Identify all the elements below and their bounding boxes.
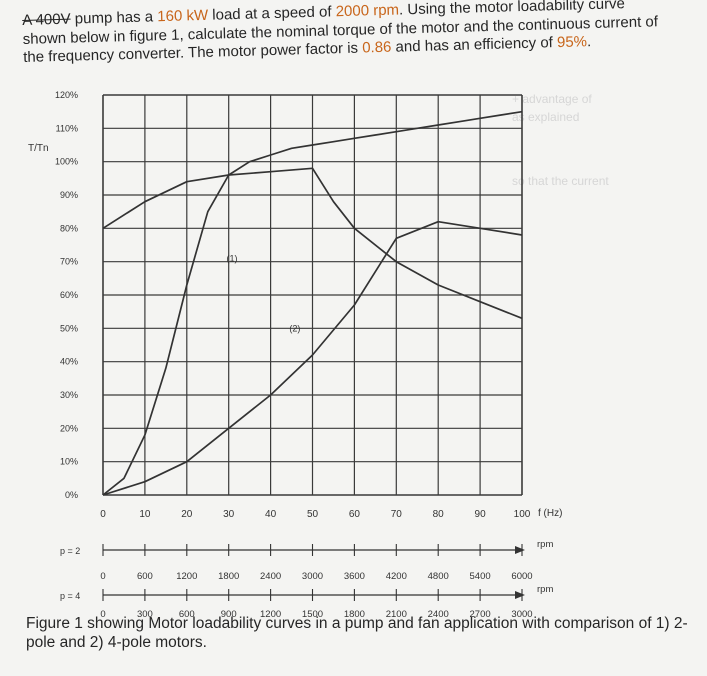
x-tick-label: 30 [223, 509, 235, 520]
x-tick-label: 50 [307, 509, 319, 520]
rpm-axis-arrow [515, 591, 525, 599]
chart-grid [102, 94, 523, 496]
x-tick-label: 70 [391, 509, 403, 520]
y-tick-label: 50% [60, 323, 78, 333]
curve-loadability [102, 167, 523, 320]
rpm-tick-label: 2400 [260, 571, 281, 582]
rpm-tick-label: 600 [179, 609, 195, 620]
rpm-tick-label: 300 [137, 609, 153, 620]
y-axis-label: T/Tn [28, 143, 49, 154]
chart-curves: (1) (2) [102, 110, 523, 496]
x-tick-label: 10 [139, 509, 151, 520]
rpm-axis-2-pole: p = 2 0 600 1200 1800 2400 3000 3600 4200 4800 540… [60, 539, 553, 582]
curve-series-1 [102, 110, 523, 496]
y-tick-label: 20% [60, 423, 78, 433]
y-tick-label: 70% [60, 257, 78, 267]
y-tick-label: 100% [55, 157, 78, 167]
rpm-tick-label: 4800 [428, 571, 449, 582]
y-tick-label: 30% [60, 390, 78, 400]
x-tick-label: 40 [265, 509, 277, 520]
y-tick-label: 10% [60, 457, 78, 467]
x-tick-label: 20 [181, 509, 193, 520]
loadability-chart: 0% 10% 20% 30% 40% 50% 60% 70% 80% 90% 100% 110% 120… [28, 90, 562, 620]
rpm-tick-label: 1500 [302, 609, 323, 620]
rpm-tick-label: 900 [221, 609, 237, 620]
y-tick-labels: 0% 10% 20% 30% 40% 50% 60% 70% 80% 90% 100% 110% 120… [55, 90, 78, 500]
y-tick-label: 60% [60, 290, 78, 300]
curve-series-2 [102, 220, 523, 496]
ghost-line: + advantage of [512, 92, 592, 106]
y-tick-label: 120% [55, 90, 78, 100]
rpm-tick-label: 2100 [386, 609, 407, 620]
x-tick-label: 90 [475, 509, 487, 520]
y-tick-label: 40% [60, 357, 78, 367]
rpm-tick-label: 2700 [470, 609, 491, 620]
rpm-axis-name: p = 2 [60, 546, 80, 556]
y-tick-label: 90% [60, 190, 78, 200]
ghost-line: so that the current [512, 174, 609, 188]
rpm-tick-label: 2400 [428, 609, 449, 620]
rpm-tick-label: 1800 [218, 571, 239, 582]
rpm-tick-label: 0 [100, 571, 105, 582]
x-tick-label: 80 [433, 509, 445, 520]
rpm-axis-name: p = 4 [60, 591, 80, 601]
rpm-unit-label: rpm [537, 539, 553, 550]
rpm-axis-arrow [515, 546, 525, 554]
rpm-tick-label: 1800 [344, 609, 365, 620]
rpm-tick-label: 600 [137, 571, 153, 582]
figure-caption: Figure 1 showing Motor loadability curve… [26, 615, 688, 651]
x-tick-label: 60 [349, 509, 361, 520]
rpm-tick-label: 1200 [260, 609, 281, 620]
rpm-tick-label: 4200 [386, 571, 407, 582]
rpm-tick-label: 3600 [344, 571, 365, 582]
rpm-tick-label: 0 [100, 609, 105, 620]
rpm-unit-label: rpm [537, 584, 553, 595]
rpm-tick-label: 5400 [470, 571, 491, 582]
x-tick-label: 100 [514, 509, 531, 520]
series-label: (1) [227, 254, 238, 264]
y-tick-label: 0% [65, 490, 78, 500]
ghost-line: as explained [512, 110, 580, 124]
rpm-tick-label: 3000 [302, 571, 323, 582]
x-tick-labels: 0 10 20 30 40 50 60 70 80 90 100 [100, 509, 531, 520]
series-label: (2) [289, 324, 300, 334]
y-tick-label: 110% [56, 123, 78, 133]
rpm-axis-4-pole: p = 4 0 300 600 900 1200 1500 1800 2100 2400 2700 3… [60, 584, 553, 620]
x-tick-label: 0 [100, 509, 106, 520]
x-axis-label: f (Hz) [538, 508, 562, 519]
faint-background-text: + advantage of as explained so that the … [512, 90, 692, 190]
rpm-tick-label: 6000 [511, 571, 532, 582]
rpm-tick-label: 1200 [176, 571, 197, 582]
rpm-tick-label: 3000 [511, 609, 532, 620]
y-tick-label: 80% [60, 223, 78, 233]
